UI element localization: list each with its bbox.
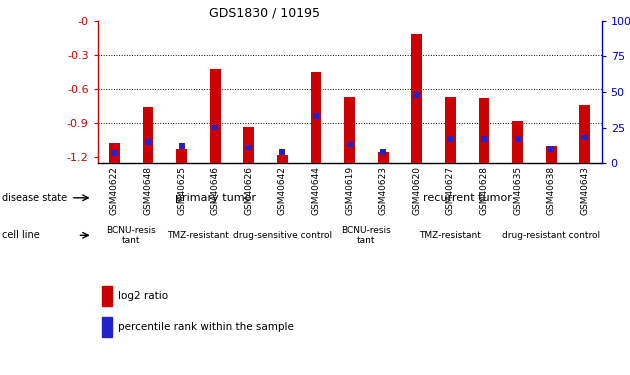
Text: log2 ratio: log2 ratio [118,291,168,301]
Text: GDS1830 / 10195: GDS1830 / 10195 [209,6,319,20]
Text: drug-sensitive control: drug-sensitive control [233,231,332,240]
Bar [112,150,117,156]
Bar [445,97,456,163]
Text: percentile rank within the sample: percentile rank within the sample [118,322,294,332]
Bar [145,139,151,145]
Bar [344,97,355,163]
Bar [277,155,288,163]
Bar [411,34,422,163]
Text: drug-resistant control: drug-resistant control [502,231,600,240]
Text: TMZ-resistant: TMZ-resistant [168,231,229,240]
Bar [481,136,487,142]
Bar [313,113,319,119]
Text: primary tumor: primary tumor [175,193,256,203]
Text: BCNU-resis
tant: BCNU-resis tant [106,226,156,245]
Bar [512,121,523,163]
Bar [582,135,588,140]
Text: cell line: cell line [2,230,40,240]
Bar [102,286,112,306]
Bar [580,105,590,163]
Bar [176,150,187,163]
Bar [479,98,490,163]
Bar [280,149,285,154]
Bar [515,136,520,142]
Bar [311,72,321,163]
Bar [210,69,220,163]
Bar [212,124,218,130]
Bar [243,127,255,163]
Bar [378,152,389,163]
Bar [102,316,112,337]
Bar [346,142,353,147]
Text: BCNU-resis
tant: BCNU-resis tant [341,226,391,245]
Bar [546,146,557,163]
Bar [109,142,120,163]
Bar [246,145,252,150]
Text: recurrent tumor: recurrent tumor [423,193,512,203]
Bar [548,146,554,152]
Text: disease state: disease state [2,193,67,203]
Bar [447,136,454,142]
Bar [142,107,154,163]
Bar [414,92,420,98]
Bar [179,143,185,149]
Bar [381,149,386,154]
Text: TMZ-resistant: TMZ-resistant [420,231,481,240]
